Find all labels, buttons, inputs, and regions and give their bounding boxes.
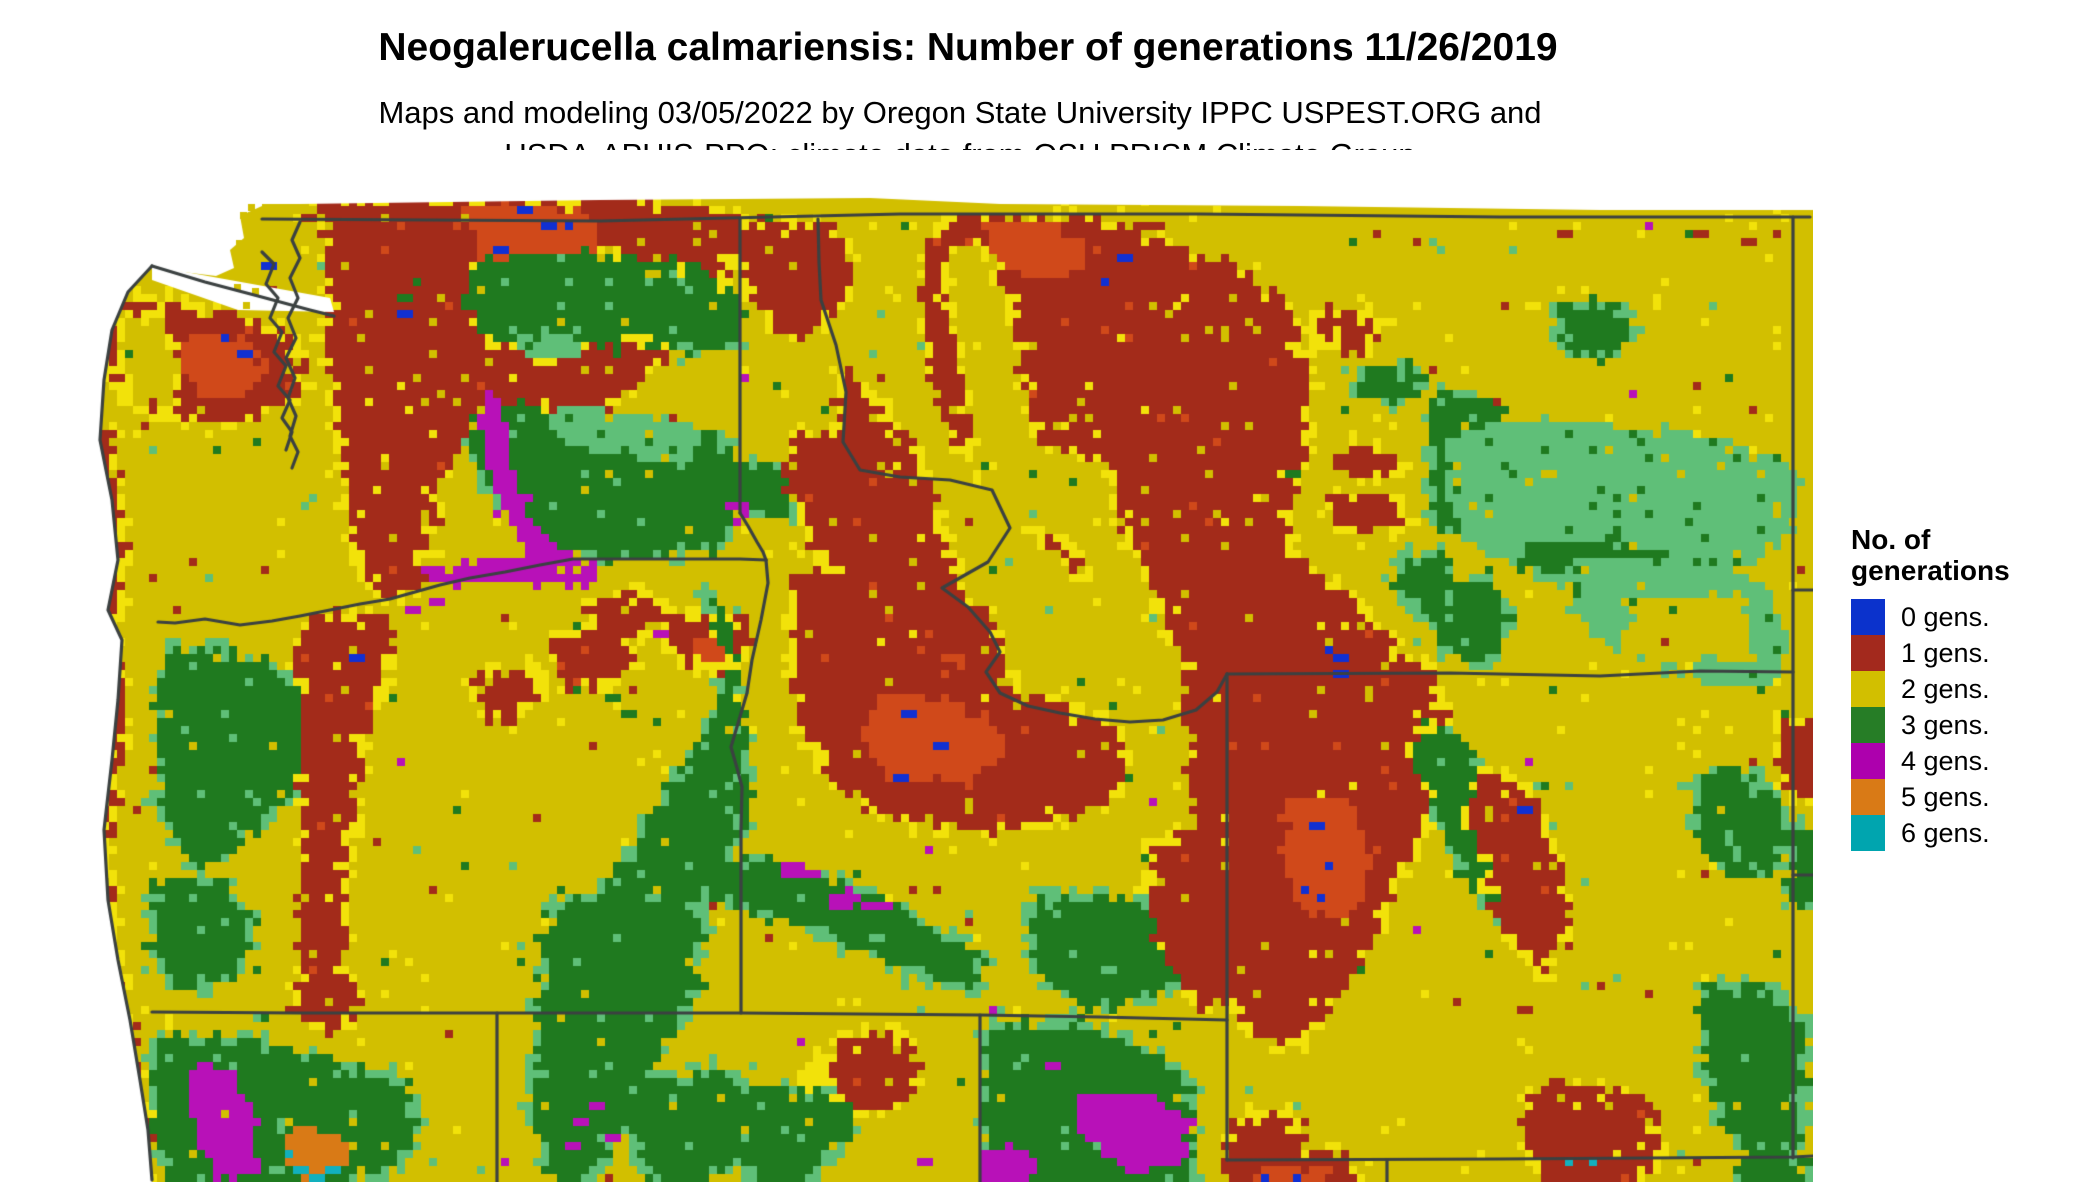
legend-label: 0 gens. — [1901, 601, 1990, 632]
legend-item-0: 0 gens. — [1851, 599, 2091, 635]
legend-item-2: 2 gens. — [1851, 671, 2091, 707]
legend-title-line2: generations — [1851, 555, 2010, 586]
legend-item-6: 6 gens. — [1851, 815, 2091, 851]
legend-label: 6 gens. — [1901, 817, 1990, 848]
legend-swatch-4 — [1851, 743, 1885, 779]
legend-label: 2 gens. — [1901, 673, 1990, 704]
legend-label: 3 gens. — [1901, 709, 1990, 740]
legend-item-1: 1 gens. — [1851, 635, 2091, 671]
legend: No. of generations 0 gens. 1 gens. 2 gens.… — [1851, 524, 2091, 851]
legend-label: 4 gens. — [1901, 745, 1990, 776]
legend-title: No. of generations — [1851, 524, 2091, 586]
figure-subtitle-line1: Maps and modeling 03/05/2022 by Oregon S… — [378, 95, 1542, 130]
legend-title-line1: No. of — [1851, 524, 1931, 555]
generations-map-canvas — [85, 150, 1813, 1182]
legend-swatch-2 — [1851, 671, 1885, 707]
legend-items: 0 gens. 1 gens. 2 gens. 3 gens. 4 gens. 5 gen… — [1851, 599, 2091, 851]
legend-item-3: 3 gens. — [1851, 707, 2091, 743]
legend-swatch-3 — [1851, 707, 1885, 743]
legend-item-4: 4 gens. — [1851, 743, 2091, 779]
legend-swatch-6 — [1851, 815, 1885, 851]
legend-swatch-5 — [1851, 779, 1885, 815]
legend-swatch-0 — [1851, 599, 1885, 635]
figure-title: Neogalerucella calmariensis: Number of g… — [378, 26, 1558, 69]
legend-label: 5 gens. — [1901, 781, 1990, 812]
legend-item-5: 5 gens. — [1851, 779, 2091, 815]
legend-swatch-1 — [1851, 635, 1885, 671]
legend-label: 1 gens. — [1901, 637, 1990, 668]
